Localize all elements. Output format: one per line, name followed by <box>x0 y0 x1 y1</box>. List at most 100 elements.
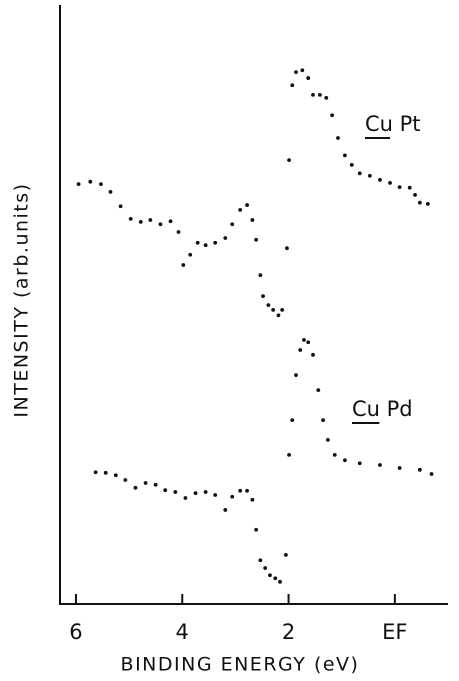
data-point <box>158 222 163 227</box>
data-point <box>99 182 103 187</box>
data-point <box>397 185 402 189</box>
data-point <box>193 491 198 496</box>
data-point <box>238 488 243 493</box>
data-point <box>195 240 200 245</box>
data-point <box>285 246 289 251</box>
data-point <box>306 76 311 80</box>
data-point <box>294 373 298 378</box>
data-point <box>378 463 382 467</box>
data-point <box>357 171 362 176</box>
data-point <box>168 219 173 224</box>
data-point <box>138 219 143 224</box>
data-point <box>261 294 265 299</box>
data-point <box>349 163 354 167</box>
x-tick-label: EF <box>382 620 407 644</box>
data-point <box>336 136 340 140</box>
y-axis-title: INTENSITY (arb.units) <box>11 182 33 417</box>
data-point <box>324 95 329 100</box>
data-point <box>294 70 298 74</box>
data-point <box>290 418 295 423</box>
data-point <box>133 485 138 490</box>
series-label: Cu Pd <box>352 397 413 421</box>
data-point <box>258 558 263 563</box>
data-point <box>88 179 93 184</box>
data-point <box>123 478 128 482</box>
data-point <box>325 437 330 442</box>
data-point <box>357 461 362 466</box>
data-point <box>254 527 259 532</box>
data-point <box>163 488 168 493</box>
data-point <box>266 303 271 307</box>
data-point <box>223 236 228 240</box>
data-point <box>302 337 306 342</box>
data-point <box>203 490 208 494</box>
data-point <box>76 182 81 187</box>
data-point <box>268 573 272 578</box>
data-point <box>230 222 235 227</box>
data-point <box>332 452 337 457</box>
data-point <box>213 240 218 245</box>
data-point <box>311 352 315 357</box>
data-point <box>203 243 208 248</box>
x-tick-label: 4 <box>176 620 189 644</box>
data-point <box>258 273 263 278</box>
data-point <box>287 158 291 163</box>
data-point <box>321 418 325 423</box>
data-point <box>330 113 335 118</box>
series-label: Cu Pt <box>365 112 421 136</box>
data-point <box>290 83 295 88</box>
data-point <box>298 348 303 352</box>
data-point <box>250 497 255 502</box>
x-axis-title: BINDING ENERGY (eV) <box>121 654 360 676</box>
data-point <box>254 237 259 242</box>
data-point <box>103 470 108 475</box>
data-point <box>153 482 158 487</box>
data-point <box>173 490 178 494</box>
data-point <box>181 263 186 267</box>
data-point <box>118 204 123 209</box>
data-point <box>407 185 412 190</box>
data-point <box>367 173 372 178</box>
data-point <box>417 200 422 205</box>
data-point <box>263 566 268 570</box>
data-point <box>397 466 402 470</box>
data-point <box>300 68 305 73</box>
x-tick-label: 6 <box>69 620 82 644</box>
data-point <box>280 307 285 312</box>
data-point <box>311 92 315 97</box>
data-point <box>273 576 278 581</box>
data-point <box>113 473 118 478</box>
data-point <box>183 496 188 500</box>
data-point <box>176 230 181 234</box>
data-point <box>342 153 347 158</box>
data-point <box>316 388 321 393</box>
data-point <box>417 467 422 472</box>
data-point <box>230 494 235 499</box>
data-point <box>148 218 153 222</box>
data-point <box>413 192 417 197</box>
data-point <box>271 307 276 312</box>
data-point <box>250 218 255 222</box>
data-point <box>108 189 113 194</box>
data-point <box>318 92 322 97</box>
data-point <box>188 252 193 257</box>
data-point <box>213 493 218 497</box>
data-point <box>238 207 243 212</box>
data-point <box>93 470 98 475</box>
data-point <box>278 579 282 584</box>
data-point <box>342 458 347 463</box>
data-point <box>429 472 434 476</box>
data-point <box>245 203 249 207</box>
data-point <box>143 481 148 485</box>
data-point <box>306 340 311 345</box>
data-point <box>378 178 382 182</box>
data-point <box>128 216 133 221</box>
data-point <box>425 201 430 206</box>
data-point <box>283 552 288 557</box>
data-point <box>245 488 249 493</box>
x-tick-label: 2 <box>282 620 295 644</box>
data-point <box>388 181 392 185</box>
data-point <box>276 313 281 318</box>
